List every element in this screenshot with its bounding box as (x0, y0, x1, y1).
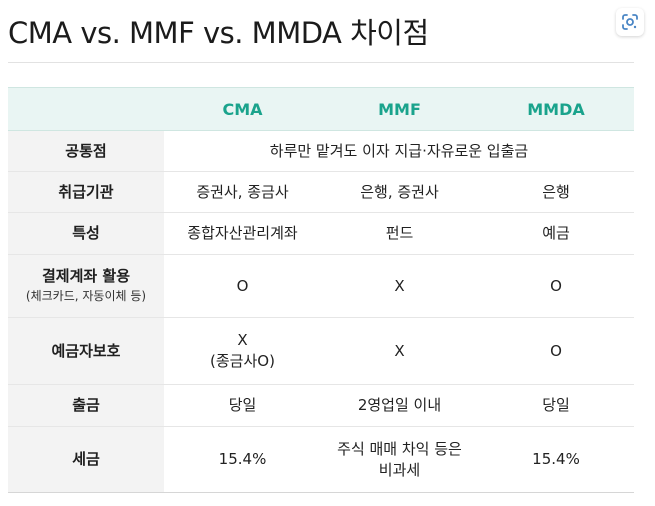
cell-institution-cma: 증권사, 종금사 (164, 171, 321, 213)
cell-withdrawal-mmda: 당일 (478, 384, 634, 427)
cell-protection-cma-line1: X (237, 331, 248, 349)
cell-tax-mmf-line1: 주식 매매 차익 등은 (337, 439, 462, 458)
cell-settlement-cma: O (164, 254, 321, 318)
table-row: 세금 15.4% 주식 매매 차익 등은 비과세 15.4% (8, 426, 634, 493)
table-header-row: CMA MMF MMDA (8, 87, 634, 131)
cell-institution-mmda: 은행 (478, 171, 634, 213)
cell-protection-cma: X (종금사O) (164, 317, 321, 385)
row-label-institution: 취급기관 (8, 171, 164, 213)
cell-protection-cma-line2: (종금사O) (210, 352, 275, 370)
row-label-tax: 세금 (8, 426, 164, 493)
comparison-table: CMA MMF MMDA 공통점 하루만 맡겨도 이자 지급·자유로운 입출금 … (8, 87, 634, 493)
page-title: CMA vs. MMF vs. MMDA 차이점 (8, 16, 429, 50)
cell-withdrawal-cma: 당일 (164, 384, 321, 427)
header-empty (8, 87, 164, 131)
row-label-settlement-main: 결제계좌 활용 (41, 267, 131, 285)
table-row: 결제계좌 활용 (체크카드, 자동이체 등) O X O (8, 254, 634, 318)
header-cma: CMA (164, 87, 321, 131)
cell-settlement-mmda: O (478, 254, 634, 318)
cell-tax-mmf: 주식 매매 차익 등은 비과세 (321, 426, 478, 493)
table-row: 취급기관 증권사, 종금사 은행, 증권사 은행 (8, 171, 634, 213)
cell-protection-mmf: X (321, 317, 478, 385)
row-label-settlement-sub: (체크카드, 자동이체 등) (25, 289, 147, 303)
common-value: 하루만 맡겨도 이자 지급·자유로운 입출금 (164, 130, 634, 172)
row-label-feature: 특성 (8, 212, 164, 255)
cell-withdrawal-mmf: 2영업일 이내 (321, 384, 478, 427)
table-row: 출금 당일 2영업일 이내 당일 (8, 384, 634, 427)
cell-tax-mmda: 15.4% (478, 426, 634, 493)
row-label-withdrawal: 출금 (8, 384, 164, 427)
cell-feature-mmda: 예금 (478, 212, 634, 255)
table-row: 특성 종합자산관리계좌 펀드 예금 (8, 212, 634, 255)
header-mmda: MMDA (478, 87, 634, 131)
google-lens-icon (622, 14, 638, 30)
cell-institution-mmf: 은행, 증권사 (321, 171, 478, 213)
cell-feature-mmf: 펀드 (321, 212, 478, 255)
cell-tax-mmf-line2: 비과세 (378, 460, 421, 479)
row-label-protection: 예금자보호 (8, 317, 164, 385)
title-divider (8, 62, 634, 63)
cell-protection-mmda: O (478, 317, 634, 385)
table-row: 예금자보호 X (종금사O) X O (8, 317, 634, 385)
header-mmf: MMF (321, 87, 478, 131)
cell-feature-cma: 종합자산관리계좌 (164, 212, 321, 255)
lens-search-button[interactable] (616, 8, 644, 36)
row-label-common: 공통점 (8, 130, 164, 172)
cell-tax-cma: 15.4% (164, 426, 321, 493)
row-label-settlement: 결제계좌 활용 (체크카드, 자동이체 등) (8, 254, 164, 318)
cell-settlement-mmf: X (321, 254, 478, 318)
table-row: 공통점 하루만 맡겨도 이자 지급·자유로운 입출금 (8, 130, 634, 172)
